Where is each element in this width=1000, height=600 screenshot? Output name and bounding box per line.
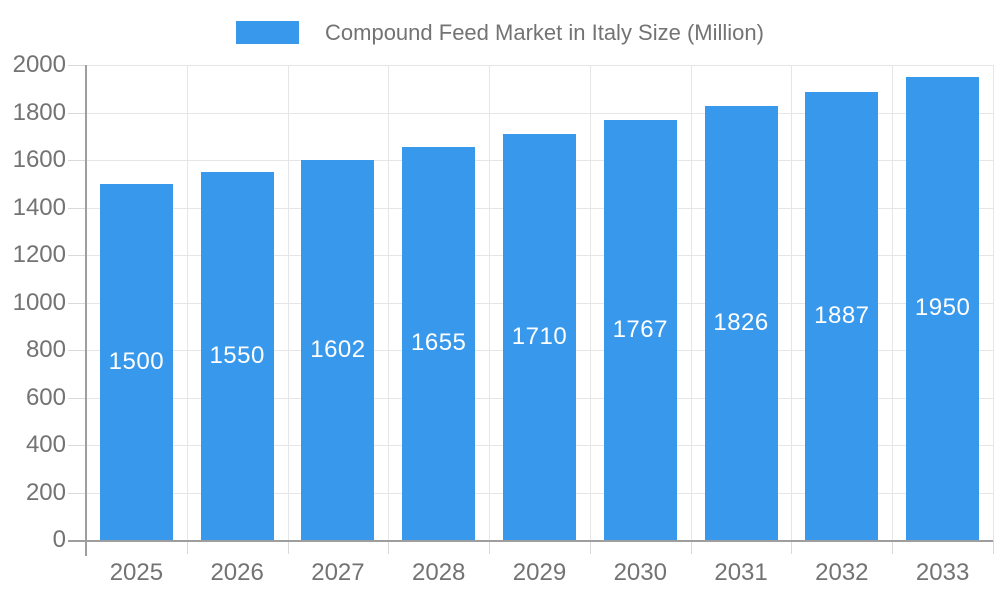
y-axis-label: 1400 — [12, 193, 66, 221]
x-tick — [186, 540, 188, 554]
x-tick — [791, 540, 793, 554]
x-tick — [589, 540, 591, 554]
x-tick — [892, 540, 894, 554]
x-tick — [993, 540, 994, 554]
v-gridline — [186, 65, 188, 541]
x-axis-label: 2032 — [815, 559, 869, 586]
bar[interactable]: 1767 — [603, 120, 677, 540]
y-tick — [68, 445, 86, 446]
bar-value-label: 1767 — [612, 316, 668, 344]
v-gridline — [690, 65, 692, 541]
legend-label[interactable]: Compound Feed Market in Italy Size (Mill… — [325, 20, 764, 45]
y-axis-label: 2000 — [12, 51, 66, 78]
bar[interactable]: 1710 — [503, 133, 576, 540]
y-axis-label: 1800 — [12, 98, 66, 126]
x-axis-label: 2031 — [714, 559, 768, 586]
x-axis-line — [68, 540, 993, 542]
x-tick — [388, 540, 390, 554]
x-axis-label: 2027 — [311, 559, 365, 586]
bar-value-label: 1602 — [310, 335, 366, 363]
x-axis-label: 2030 — [613, 559, 667, 586]
v-gridline — [993, 65, 994, 541]
bar-value-label: 1655 — [411, 329, 467, 357]
bar[interactable]: 1887 — [805, 91, 879, 540]
x-axis-label: 2026 — [210, 559, 264, 586]
bar[interactable]: 1550 — [200, 171, 274, 540]
v-gridline — [791, 65, 793, 541]
bar[interactable]: 1950 — [906, 76, 980, 540]
y-axis-label: 1000 — [12, 288, 66, 316]
x-axis-label: 2025 — [109, 559, 164, 586]
y-tick — [68, 350, 86, 351]
y-axis-label: 400 — [25, 431, 66, 458]
y-axis-line — [85, 65, 87, 556]
v-gridline — [489, 65, 491, 541]
x-tick — [287, 540, 289, 554]
x-tick — [489, 540, 491, 554]
y-tick — [68, 207, 86, 209]
y-tick — [68, 160, 86, 161]
bar-value-label: 1950 — [914, 294, 971, 322]
y-axis-label: 200 — [25, 478, 66, 506]
y-tick — [68, 65, 86, 66]
legend: Compound Feed Market in Italy Size (Mill… — [0, 19, 1000, 46]
bar[interactable]: 1655 — [402, 146, 476, 540]
h-gridline — [86, 65, 993, 66]
y-tick — [68, 492, 86, 494]
bar[interactable]: 1826 — [704, 106, 778, 540]
legend-swatch[interactable] — [236, 21, 300, 44]
v-gridline — [388, 65, 390, 541]
y-axis-label: 0 — [52, 526, 66, 553]
y-tick — [68, 112, 86, 114]
v-gridline — [287, 65, 289, 541]
bar[interactable]: 1602 — [301, 159, 375, 540]
y-tick — [68, 302, 86, 304]
bar-value-label: 1500 — [108, 347, 165, 375]
y-tick — [68, 255, 86, 256]
bar[interactable]: 1500 — [99, 183, 173, 540]
x-axis-label: 2029 — [512, 559, 567, 586]
x-tick — [690, 540, 692, 554]
y-tick — [68, 397, 86, 399]
bar-value-label: 1550 — [209, 341, 265, 369]
x-axis-label: 2028 — [412, 559, 466, 586]
y-axis-label: 600 — [25, 383, 66, 411]
bar-value-label: 1710 — [511, 322, 568, 350]
bar-value-label: 1887 — [814, 301, 870, 329]
y-axis-label: 1200 — [12, 241, 66, 268]
v-gridline — [589, 65, 591, 541]
bar-value-label: 1826 — [713, 309, 769, 337]
h-gridline — [86, 112, 993, 114]
y-axis-label: 800 — [25, 336, 66, 363]
x-axis-label: 2033 — [915, 559, 970, 586]
v-gridline — [892, 65, 894, 541]
y-axis-label: 1600 — [12, 146, 66, 173]
